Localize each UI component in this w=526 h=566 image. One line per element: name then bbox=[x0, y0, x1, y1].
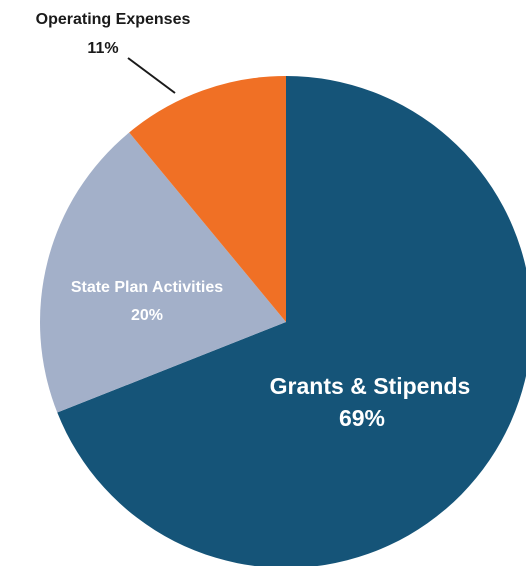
slice-state-plan-activities bbox=[39, 132, 286, 413]
slice-operating-expenses bbox=[129, 76, 286, 322]
grants-stipends-percent: 69% bbox=[339, 405, 385, 431]
grants-stipends-label: Grants & Stipends bbox=[270, 373, 471, 399]
state-plan-activities-percent: 20% bbox=[131, 307, 163, 324]
operating-expenses-label: Operating Expenses bbox=[36, 11, 191, 28]
state-plan-activities-label: State Plan Activities bbox=[71, 279, 223, 296]
slice-grants-stipends bbox=[57, 76, 526, 566]
pie-slices bbox=[39, 76, 526, 566]
operating-expenses-percent: 11% bbox=[87, 40, 118, 57]
operating-expenses-leader-line bbox=[127, 57, 176, 94]
